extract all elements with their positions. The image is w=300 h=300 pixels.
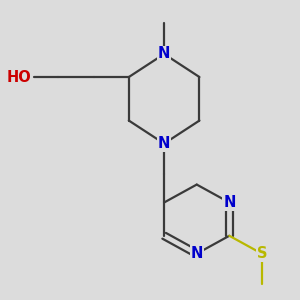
Text: N: N bbox=[158, 136, 170, 151]
Text: S: S bbox=[257, 246, 267, 261]
Text: N: N bbox=[223, 195, 236, 210]
Text: HO: HO bbox=[6, 70, 31, 85]
Text: N: N bbox=[190, 246, 203, 261]
Text: N: N bbox=[158, 46, 170, 62]
